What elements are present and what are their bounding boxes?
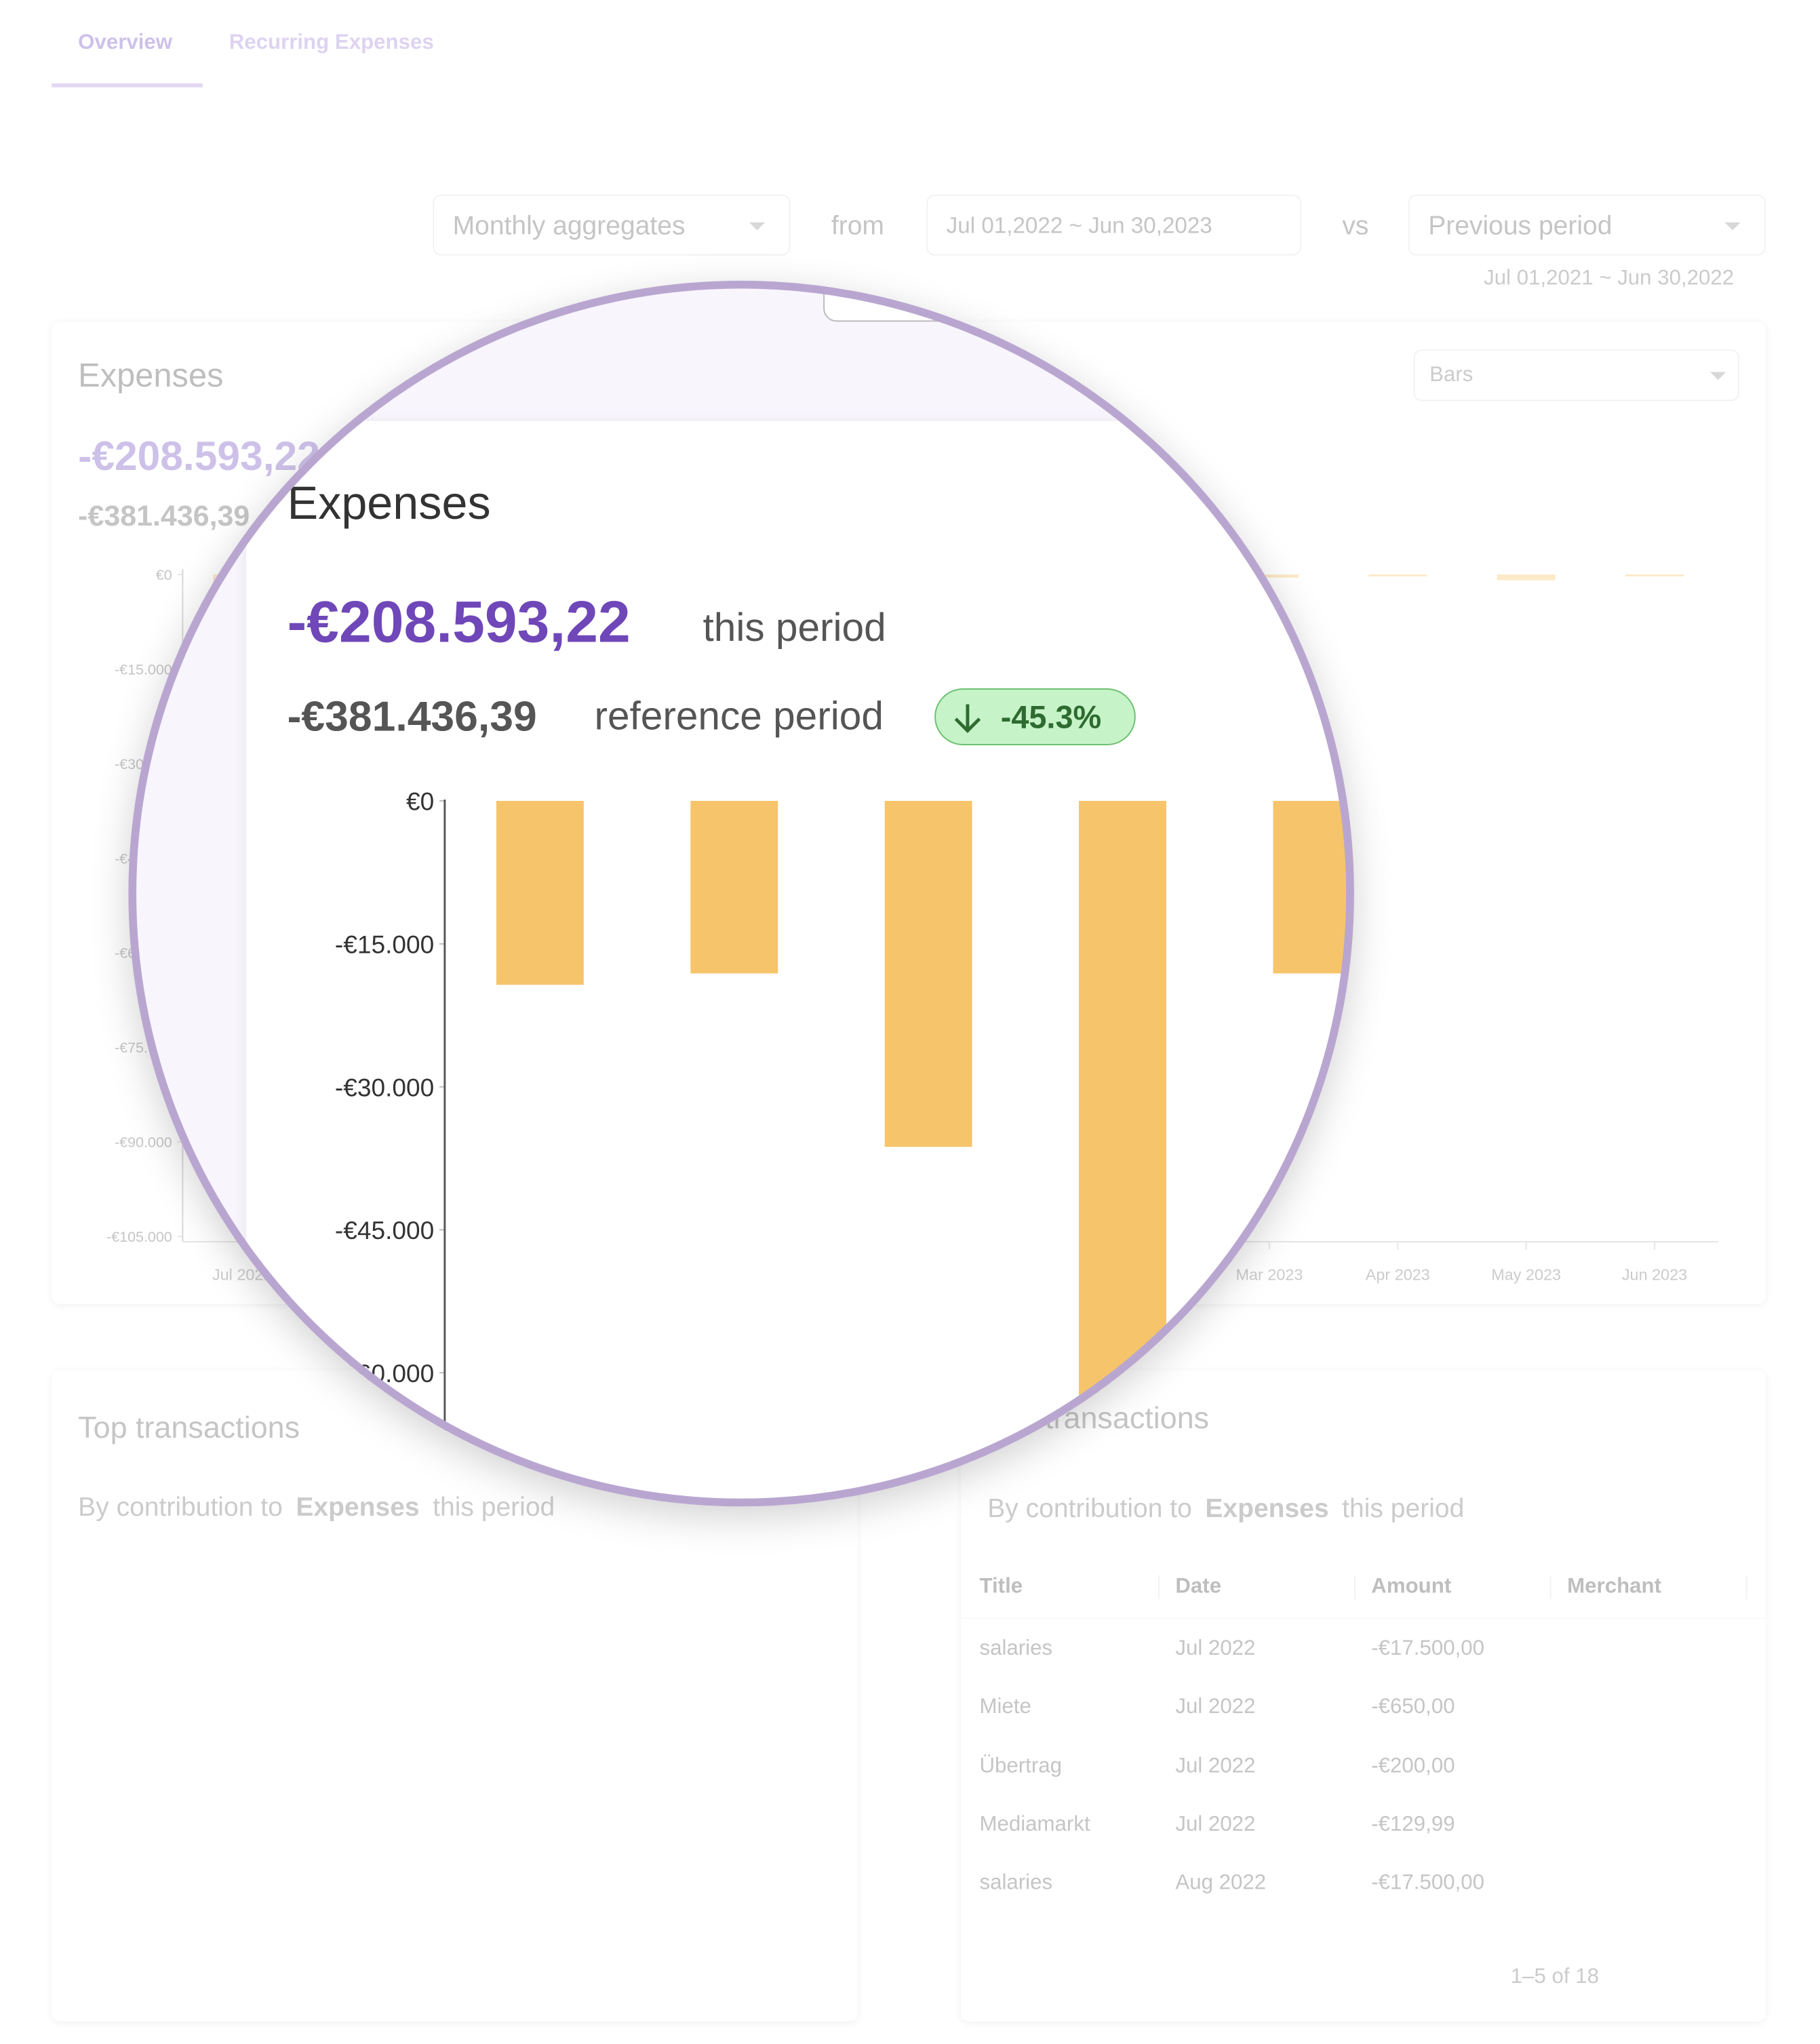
y-tick-label: -€15.000 (335, 930, 434, 958)
table-cell: -€200,00 (1371, 1754, 1455, 1777)
y-tick-label: -€75.000 (335, 1502, 434, 1507)
header-divider (961, 1617, 1766, 1619)
reference: -€381.436,39 (78, 498, 250, 532)
column-header[interactable]: Merchant (1567, 1575, 1662, 1598)
table-cell: -€129,99 (1371, 1813, 1455, 1836)
y-tick-label: -€45.000 (335, 1216, 434, 1244)
column-separator (1353, 1575, 1356, 1600)
table-cell: Übertrag (979, 1754, 1062, 1777)
bar (884, 800, 972, 1147)
card (246, 420, 1354, 1507)
pie-label: 0.3% (561, 1780, 609, 1803)
reference-label: reference period (594, 694, 884, 739)
select[interactable] (1413, 349, 1739, 401)
tab[interactable]: Overview (78, 31, 173, 55)
change-value: -45.3% (1000, 700, 1102, 736)
prev-page (1659, 1967, 1670, 1988)
pagination: 1–5 of 18 (1510, 1965, 1600, 1988)
select[interactable] (433, 194, 791, 256)
bar (1368, 574, 1427, 576)
x-tick-label: Jun 2023 (1622, 1266, 1687, 1284)
table-cell: -€17.500,00 (1371, 1637, 1484, 1660)
table-cell: Jul 2022 (1175, 1754, 1256, 1777)
y-tick-label: €0 (156, 567, 172, 583)
column-separator (1745, 1575, 1747, 1600)
pie-slice (454, 1786, 667, 1798)
select-value: Monthly aggregates (452, 212, 686, 241)
pie-label: 0.6% (328, 1692, 376, 1716)
y-tick-label: €0 (406, 787, 434, 816)
table-cell: Jul 2022 (1175, 1696, 1256, 1719)
select[interactable] (1408, 194, 1766, 256)
y-tick-label: -€60.000 (335, 1359, 434, 1388)
bar (1079, 800, 1166, 1507)
pie-slice (454, 1786, 667, 1802)
pie-slice (285, 1650, 455, 1788)
tab-underline (52, 83, 203, 87)
pie-slice (241, 1664, 667, 2000)
down-arrow (954, 704, 981, 733)
column-header[interactable]: Title (979, 1575, 1023, 1598)
date-picker[interactable] (926, 194, 1301, 256)
magnified-view: Expenses -€208.593,22 this period -€381.436… (128, 280, 1354, 1507)
card-title: Expenses (78, 357, 224, 395)
chart: €0 -€15.000 -€30.000 -€45.000 -€60.000 -€75.0… (335, 704, 1354, 1507)
pie-slice (279, 1656, 455, 1788)
pie-label: 0.5% (561, 1773, 610, 1796)
tab[interactable]: Recurring Expenses (229, 31, 434, 55)
date-range: Jul 01,2022 ~ Jun 30,2023 (946, 213, 1212, 239)
column-header[interactable]: Amount (1371, 1575, 1452, 1598)
dropdown-caret (1709, 372, 1726, 380)
dropdown-caret (749, 222, 766, 231)
next-page (1723, 1967, 1735, 1988)
table-cell: -€650,00 (1371, 1696, 1455, 1719)
x-tick-label: May 2023 (1491, 1266, 1561, 1284)
comparison-range: Jul 01,2021 ~ Jun 30,2022 (1484, 267, 1735, 290)
column-header[interactable]: Date (1175, 1575, 1222, 1598)
y-tick-label: -€15.000 (115, 661, 172, 677)
pie-label: 0.3% (561, 1782, 609, 1805)
card-title: Expenses (287, 477, 491, 530)
subtitle-part: this period (1342, 1494, 1465, 1524)
pie-label: 0.4% (561, 1777, 610, 1801)
pie-slice (454, 1780, 667, 1788)
bar (1273, 800, 1354, 974)
table-cell: Aug 2022 (1175, 1872, 1267, 1895)
table-cell: Miete (979, 1696, 1031, 1719)
bar (1497, 574, 1556, 581)
table-cell: Mediamarkt (979, 1813, 1090, 1836)
select-value: Previous period (1428, 212, 1613, 241)
label: from (831, 212, 884, 241)
table-cell: salaries (979, 1637, 1053, 1660)
bar (690, 800, 778, 974)
pie-label: 58.7% (380, 1899, 441, 1923)
y-tick-label: -€30.000 (335, 1073, 434, 1101)
bar (1625, 574, 1684, 576)
table-cell: -€17.500,00 (1371, 1872, 1484, 1895)
total-label: this period (703, 606, 886, 650)
dropdown-caret (1724, 222, 1741, 231)
pie-label: 0.8% (324, 1697, 372, 1721)
magnifier: Expenses -€208.593,22 this period -€381.436… (128, 280, 1354, 1507)
table-cell: salaries (979, 1872, 1053, 1895)
pie-label: 38.4% (467, 1651, 528, 1674)
pie-slice (454, 1786, 667, 1794)
y-tick-label: -€105.000 (106, 1229, 172, 1245)
table-cell: Jul 2022 (1175, 1637, 1256, 1660)
y-tick-label: -€90.000 (115, 1135, 172, 1151)
bar (496, 800, 584, 985)
x-tick-label: Apr 2023 (1366, 1266, 1430, 1284)
column-separator (1158, 1575, 1160, 1600)
select-value: Bars (1429, 363, 1473, 387)
label: vs (1342, 212, 1369, 241)
total: -€208.593,22 (287, 590, 631, 656)
column-separator (1549, 1575, 1551, 1600)
reference: -€381.436,39 (287, 692, 537, 741)
table-cell: Jul 2022 (1175, 1813, 1256, 1836)
pie-slice (290, 1574, 667, 1788)
